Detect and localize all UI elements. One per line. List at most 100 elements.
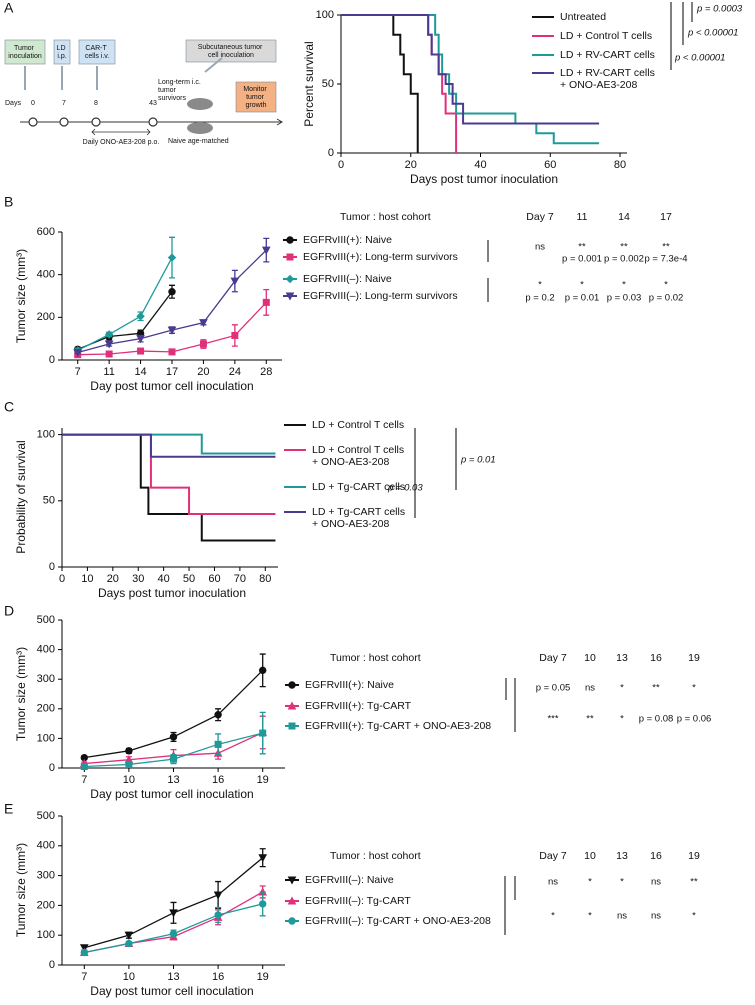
table-title: Tumor : host cohort: [330, 652, 421, 664]
y-tick-label: 200: [37, 311, 55, 323]
data-point: [231, 331, 239, 339]
p-value: p = 0.03: [387, 483, 423, 494]
legend-label: LD + Tg-CART cells: [312, 481, 405, 493]
legend-marker: [288, 681, 296, 689]
x-tick-label: 30: [132, 573, 144, 585]
schematic-note: Daily ONO-AE3-208 p.o.: [83, 139, 160, 146]
table-cell: *: [538, 280, 542, 291]
legend-label: EGFRvIII(+): Tg-CART: [305, 700, 412, 712]
table-cell: p = 0.05: [536, 683, 571, 694]
panel-label: A: [4, 0, 14, 16]
data-point: [168, 288, 176, 296]
timeline-point: [28, 117, 38, 127]
schematic-days-label: Days: [5, 100, 21, 107]
table-cell: *: [588, 877, 592, 888]
data-point: [169, 733, 178, 741]
table-cell: p = 7.3e-4: [644, 254, 687, 265]
y-tick-label: 0: [49, 959, 55, 971]
table-column: Day 7: [526, 211, 554, 223]
x-axis-label: Day post tumor cell inoculation: [90, 379, 253, 393]
x-tick-label: 16: [212, 774, 224, 786]
legend-label: LD + Control T cells + ONO-AE3-208: [312, 444, 407, 468]
schematic-box: [4, 39, 46, 65]
table-cell: p = 0.001: [562, 254, 602, 265]
table-column: 16: [650, 850, 662, 862]
table-cell: *: [620, 714, 624, 725]
timeline-point: [91, 117, 101, 127]
table-cell: *: [551, 911, 555, 922]
y-tick-label: 100: [37, 929, 55, 941]
table-cell: ns: [585, 683, 595, 694]
legend-label: EGFRvIII(+): Naive: [303, 234, 392, 246]
schematic-step: Subcutaneous tumor cell inoculation: [198, 44, 265, 59]
p-value: p = 0.0003: [696, 4, 743, 15]
y-tick-label: 50: [43, 495, 55, 507]
schematic-day: 8: [94, 100, 98, 107]
y-axis-label: Probability of survival: [14, 440, 28, 553]
data-point: [262, 298, 270, 306]
y-tick-label: 400: [37, 644, 55, 656]
table-cell: p = 0.01: [565, 293, 600, 304]
x-tick-label: 60: [208, 573, 220, 585]
survival-curve: [62, 433, 276, 455]
data-point: [230, 277, 240, 286]
schematic-day: 7: [62, 100, 66, 107]
survival-curve: [341, 14, 419, 153]
y-tick-label: 200: [37, 899, 55, 911]
table-cell: ***: [547, 714, 558, 725]
schematic-day: 0: [31, 100, 35, 107]
table-cell: *: [692, 683, 696, 694]
schematic-box: [53, 39, 71, 65]
data-point: [258, 854, 268, 863]
line-series: [77, 257, 173, 351]
x-tick-label: 80: [614, 159, 626, 171]
data-point: [259, 729, 267, 737]
legend-label: EGFRvIII(–): Naive: [303, 273, 392, 285]
y-tick-label: 0: [49, 561, 55, 573]
y-tick-label: 0: [328, 147, 334, 159]
table-title: Tumor : host cohort: [340, 211, 431, 223]
y-tick-label: 500: [37, 810, 55, 822]
y-tick-label: 300: [37, 870, 55, 882]
table-column: Day 7: [539, 652, 567, 664]
data-point: [168, 348, 176, 356]
table-cell: **: [620, 242, 628, 253]
x-tick-label: 0: [59, 573, 65, 585]
x-tick-label: 80: [259, 573, 271, 585]
data-point: [259, 900, 267, 908]
x-tick-label: 50: [183, 573, 195, 585]
table-cell: ns: [548, 877, 558, 888]
table-column: 13: [616, 652, 628, 664]
table-cell: **: [652, 683, 660, 694]
y-tick-label: 50: [322, 78, 334, 90]
y-axis-label: Tumor size (mm³): [14, 647, 28, 741]
schematic-note: Long-term i.c. tumor survivors: [158, 79, 203, 102]
timeline-point: [148, 117, 158, 127]
x-axis-label: Day post tumor cell inoculation: [90, 984, 253, 998]
survival-curve: [62, 433, 276, 542]
x-tick-label: 13: [167, 971, 179, 983]
y-tick-label: 400: [37, 840, 55, 852]
table-column: 16: [650, 652, 662, 664]
x-tick-label: 17: [166, 366, 178, 378]
x-tick-label: 7: [81, 971, 87, 983]
timeline-point: [59, 117, 69, 127]
legend-label: EGFRvIII(–): Naive: [305, 874, 394, 886]
data-point: [125, 760, 133, 768]
panel-label: E: [4, 801, 13, 817]
x-tick-label: 19: [257, 971, 269, 983]
x-tick-label: 7: [75, 366, 81, 378]
table-cell: *: [588, 911, 592, 922]
schematic-step: Tumor inoculation: [8, 45, 42, 60]
table-title: Tumor : host cohort: [330, 850, 421, 862]
panel-label: C: [4, 399, 14, 415]
legend-label: EGFRvIII(+): Naive: [305, 679, 394, 691]
table-cell: *: [580, 280, 584, 291]
y-tick-label: 600: [37, 226, 55, 238]
y-tick-label: 300: [37, 673, 55, 685]
legend-label: EGFRvIII(+): Long-term survivors: [303, 251, 458, 263]
survival-curve: [62, 433, 276, 516]
panel-label: D: [4, 603, 14, 619]
